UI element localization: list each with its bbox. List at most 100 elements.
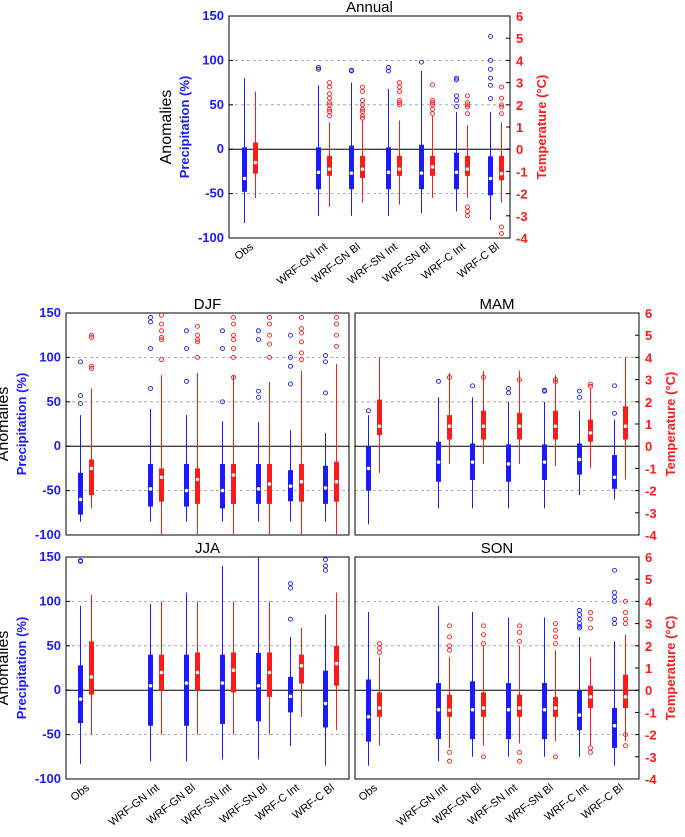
median-dot	[506, 707, 511, 712]
box	[323, 670, 328, 728]
temp-box	[327, 80, 332, 207]
temp-box	[231, 601, 236, 735]
precip-box	[220, 565, 225, 760]
left-axis-label: Precipitation (%)	[14, 373, 29, 476]
outlier	[447, 758, 452, 764]
outlier	[78, 558, 83, 564]
outlier	[577, 621, 582, 627]
median-dot	[195, 477, 200, 482]
precip-box	[454, 75, 459, 212]
box	[184, 463, 189, 507]
left-tick-label: 50	[47, 638, 61, 653]
outlier	[327, 113, 332, 119]
precip-box	[256, 557, 261, 760]
median-dot	[577, 457, 582, 462]
outlier	[588, 625, 593, 631]
box	[419, 144, 424, 190]
outlier	[517, 623, 522, 629]
outlier	[612, 594, 617, 600]
outlier	[397, 89, 402, 94]
outlier	[454, 97, 459, 103]
median-dot	[366, 466, 371, 471]
precip-box	[488, 33, 493, 221]
box	[499, 155, 504, 181]
median-dot	[470, 707, 475, 712]
outlier	[623, 616, 628, 622]
median-dot	[360, 167, 365, 171]
temp-box	[447, 372, 452, 464]
outlier	[288, 585, 293, 591]
outlier	[231, 374, 236, 380]
median-dot	[323, 486, 328, 490]
box	[465, 155, 470, 176]
box	[377, 399, 382, 436]
temp-box	[623, 357, 628, 480]
outlier	[231, 337, 236, 343]
right-tick-label: 6	[516, 9, 523, 24]
outlier	[553, 379, 558, 385]
outlier	[366, 408, 371, 414]
temp-box	[377, 641, 382, 746]
box	[623, 406, 628, 440]
outlier	[231, 321, 236, 327]
right-tick-label: 0	[516, 142, 523, 157]
temp-box	[89, 594, 94, 735]
outlier	[454, 77, 459, 83]
outlier	[159, 357, 164, 363]
x-tick-label: Obs	[69, 782, 93, 804]
outlier	[148, 346, 153, 351]
precip-box	[323, 353, 328, 522]
outlier	[323, 359, 328, 365]
box	[623, 674, 628, 708]
outlier	[334, 321, 339, 327]
median-dot	[623, 695, 628, 699]
temp-box	[231, 314, 236, 535]
median-dot	[349, 171, 354, 175]
median-dot	[288, 694, 293, 699]
outlier	[499, 84, 504, 90]
outlier	[288, 354, 293, 360]
outlier	[377, 645, 382, 651]
outlier	[397, 97, 402, 103]
median-dot	[334, 661, 339, 666]
outlier	[465, 213, 470, 219]
outlier	[577, 616, 582, 622]
box	[588, 419, 593, 442]
outlier	[267, 321, 272, 327]
outlier	[360, 84, 365, 90]
outlier	[195, 339, 200, 345]
median-dot	[220, 681, 225, 685]
temp-box	[481, 623, 486, 760]
outlier	[447, 634, 452, 640]
median-dot	[623, 424, 628, 429]
outlier	[231, 332, 236, 338]
precip-box	[470, 612, 475, 757]
median-dot	[470, 460, 475, 464]
outlier	[327, 102, 332, 108]
outlier	[454, 75, 459, 81]
outlier	[220, 346, 225, 351]
outlier	[553, 627, 558, 633]
precip-box	[184, 328, 189, 522]
median-dot	[195, 670, 200, 675]
outlier	[447, 749, 452, 755]
median-dot	[159, 475, 164, 480]
right-tick-label: 4	[645, 594, 653, 609]
temp-box	[588, 610, 593, 755]
outlier	[386, 65, 391, 70]
outlier	[588, 383, 593, 389]
precip-box	[220, 328, 225, 522]
median-dot	[542, 460, 547, 464]
outlier	[334, 314, 339, 320]
precip-box	[256, 328, 261, 522]
median-dot	[299, 663, 304, 668]
right-axis-label: Temperature (°C)	[534, 75, 549, 180]
outlier	[517, 638, 522, 644]
left-tick-label: 50	[47, 394, 61, 409]
temp-box	[553, 375, 558, 467]
temp-box	[517, 370, 522, 464]
outlier	[447, 374, 452, 380]
box	[327, 155, 332, 176]
chart-title: Annual	[346, 0, 393, 16]
